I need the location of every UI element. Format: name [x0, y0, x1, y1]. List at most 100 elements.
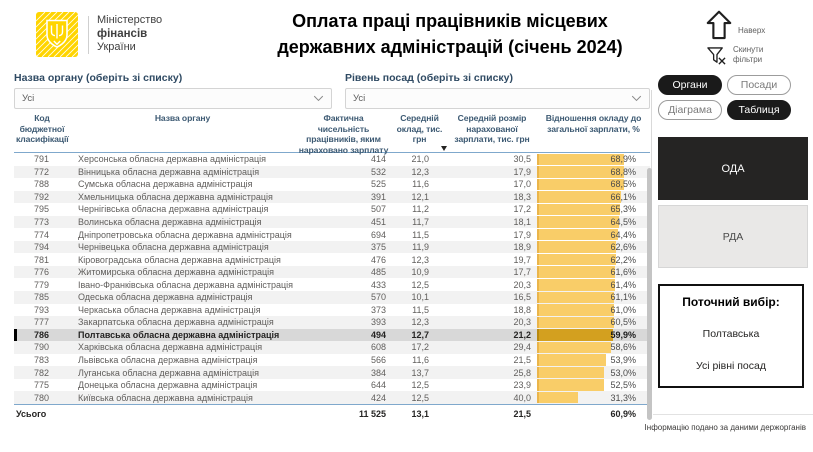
ratio-bar [537, 228, 619, 241]
cell-organ-name: Харківська обласна державна адміністраці… [78, 342, 263, 353]
cell-organ-name: Полтавська обласна державна адміністраці… [78, 329, 280, 340]
organ-filter-dropdown[interactable]: Усі [14, 88, 332, 109]
table-row[interactable]: 791 Херсонська обласна державна адміністр… [14, 153, 650, 166]
cell-ratio-bar: 62,6% [537, 241, 650, 254]
ratio-bar [537, 166, 624, 178]
ratio-value: 64,5% [610, 217, 636, 227]
ratio-value: 58,6% [610, 342, 636, 353]
cell-headcount: 608 [370, 342, 386, 353]
table-scrollbar[interactable] [647, 168, 652, 420]
cell-avg-salary: 13,7 [411, 367, 429, 378]
cell-organ-name: Дніпропетровська обласна державна адміні… [78, 229, 292, 240]
ratio-value: 68,5% [610, 179, 636, 190]
table-row[interactable]: 781 Кіровоградська обласна державна адмін… [14, 253, 650, 266]
col-header-ratio[interactable]: Відношення окладу до загальної зарплати,… [545, 113, 642, 134]
ratio-value: 60,5% [610, 317, 636, 328]
cell-avg-accrued: 40,0 [513, 392, 531, 403]
ratio-bar [537, 391, 578, 404]
oda-filter-card[interactable]: ОДА [658, 137, 808, 200]
cell-avg-salary: 12,5 [411, 392, 429, 403]
cell-organ-name: Одеська обласна державна адміністрація [78, 292, 253, 303]
cell-avg-accrued: 18,1 [513, 217, 531, 227]
cell-headcount: 384 [370, 367, 386, 378]
table-row[interactable]: 786 Полтавська обласна державна адміністр… [14, 328, 650, 342]
ratio-bar [537, 341, 612, 354]
table-row[interactable]: 777 Закарпатська обласна державна адмініс… [14, 316, 650, 329]
cell-headcount: 485 [370, 267, 386, 278]
col-header-avg-accrued[interactable]: Середній розмір нарахованої зарплати, ти… [454, 113, 530, 144]
ratio-bar [537, 191, 621, 203]
cell-headcount: 694 [370, 229, 386, 240]
cell-budget-code: 774 [34, 229, 50, 240]
cell-ratio-bar: 60,5% [537, 316, 650, 329]
cell-avg-accrued: 18,3 [513, 191, 531, 202]
level-filter-label: Рівень посад (оберіть зі списку) [345, 72, 513, 84]
table-row[interactable]: 788 Сумська обласна державна адміністраці… [14, 178, 650, 191]
level-filter-dropdown[interactable]: Усі [345, 88, 650, 109]
ratio-bar [537, 316, 614, 329]
rda-filter-card[interactable]: РДА [658, 205, 808, 268]
table-row[interactable]: 792 Хмельницька обласна державна адмініст… [14, 190, 650, 204]
table-row[interactable]: 773 Волинська обласна державна адміністра… [14, 215, 650, 229]
reset-filters-icon[interactable] [706, 46, 727, 66]
table-row[interactable]: 782 Луганська обласна державна адміністра… [14, 366, 650, 379]
cell-budget-code: 781 [34, 254, 50, 265]
cell-avg-salary: 12,3 [411, 317, 429, 328]
cell-avg-salary: 10,9 [411, 267, 429, 278]
cell-organ-name: Херсонська обласна державна адміністраці… [78, 154, 267, 165]
col-header-avg-salary[interactable]: Середній оклад, тис. грн [396, 113, 443, 144]
footnote-divider [653, 414, 813, 415]
ratio-bar [537, 178, 624, 191]
toggle-positions-button[interactable]: Посади [727, 75, 791, 95]
table-row[interactable]: 772 Вінницька обласна державна адміністра… [14, 165, 650, 179]
cell-organ-name: Волинська обласна державна адміністрація [78, 217, 262, 227]
total-ratio: 60,9% [610, 408, 636, 419]
cell-ratio-bar: 68,9% [537, 153, 650, 166]
cell-ratio-bar: 64,4% [537, 228, 650, 241]
cell-avg-salary: 11,5 [412, 304, 429, 315]
cell-avg-salary: 21,0 [411, 154, 429, 165]
table-row[interactable]: 776 Житомирська обласна державна адмініст… [14, 265, 650, 279]
col-header-budget-code[interactable]: Код бюджетної класифікації [16, 113, 69, 144]
cell-ratio-bar: 58,6% [537, 341, 650, 354]
cell-headcount: 494 [370, 329, 386, 340]
brand-line1: Міністерство [97, 14, 163, 26]
cell-organ-name: Кіровоградська обласна державна адмініст… [78, 254, 281, 265]
toggle-chart-button[interactable]: Діаграма [658, 100, 722, 120]
ratio-bar [537, 366, 605, 379]
toggle-organs-button[interactable]: Органи [658, 75, 722, 95]
cell-organ-name: Київська обласна державна адміністрація [78, 392, 253, 403]
total-salary: 13,1 [411, 408, 429, 419]
table-row[interactable]: 774 Дніпропетровська обласна державна адм… [14, 228, 650, 241]
reset-filters-label: Скинути фільтри [733, 45, 764, 64]
table-row[interactable]: 790 Харківська обласна державна адміністр… [14, 341, 650, 354]
cell-budget-code: 785 [34, 292, 50, 303]
table-row[interactable]: 775 Донецька обласна державна адміністрац… [14, 379, 650, 392]
cell-avg-accrued: 17,2 [513, 204, 531, 215]
table-row[interactable]: 780 Київська обласна державна адміністрац… [14, 391, 650, 404]
table-row[interactable]: 785 Одеська обласна державна адміністраці… [14, 291, 650, 304]
cell-headcount: 373 [370, 304, 386, 315]
ratio-value: 61,1% [610, 292, 636, 303]
organ-filter-label: Назва органу (оберіть зі списку) [14, 72, 183, 84]
col-header-headcount[interactable]: Фактична чисельність працівників, яким н… [298, 113, 389, 155]
table-row[interactable]: 783 Львівська обласна державна адміністра… [14, 354, 650, 367]
table-row[interactable]: 779 Івано-Франківська обласна державна ад… [14, 278, 650, 291]
cell-ratio-bar: 31,3% [537, 391, 650, 404]
cell-budget-code: 776 [34, 267, 50, 278]
cell-budget-code: 790 [34, 342, 50, 353]
table-row[interactable]: 793 Черкаська обласна державна адміністра… [14, 304, 650, 317]
cell-budget-code: 779 [34, 279, 50, 290]
toggle-table-button[interactable]: Таблиця [727, 100, 791, 120]
cell-avg-accrued: 17,9 [513, 229, 531, 240]
cell-headcount: 375 [370, 242, 386, 253]
col-header-organ-name[interactable]: Назва органу [154, 113, 211, 123]
sort-descending-icon[interactable] [441, 146, 447, 151]
cell-budget-code: 780 [34, 392, 50, 403]
scroll-to-top-icon[interactable] [704, 9, 734, 42]
table-row[interactable]: 794 Чернівецька обласна державна адмініст… [14, 240, 650, 254]
table-row[interactable]: 795 Чернігівська обласна державна адмініс… [14, 203, 650, 216]
cell-avg-accrued: 17,0 [513, 179, 531, 190]
cell-ratio-bar: 61,6% [537, 266, 650, 279]
